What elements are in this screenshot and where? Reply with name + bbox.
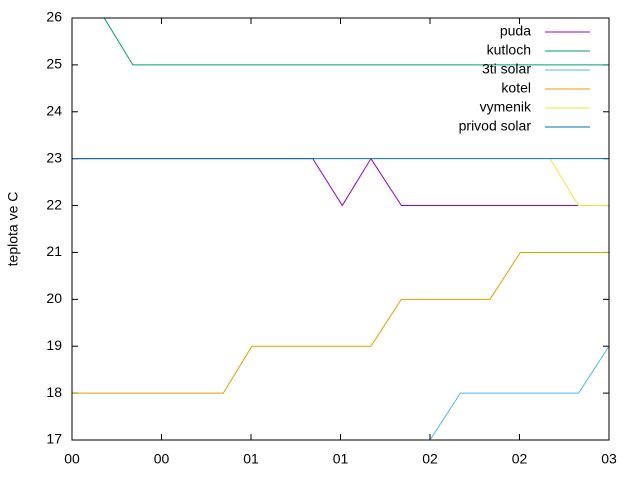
y-tick-label: 26: [46, 9, 62, 25]
series-line: [429, 345, 609, 440]
x-tick-label: 03: [601, 451, 617, 467]
y-tick-label: 25: [46, 56, 62, 72]
legend-label: kutloch: [487, 42, 531, 58]
plot-border: [71, 17, 610, 441]
legend-label: 3ti solar: [482, 61, 531, 77]
legend-label: privod solar: [459, 118, 532, 134]
legend-label: puda: [500, 23, 531, 39]
x-tick-label: 01: [333, 451, 349, 467]
y-axis-label: teplota ve C: [5, 192, 21, 267]
plot-area: [72, 18, 609, 440]
y-tick-label: 23: [46, 149, 62, 165]
x-tick-label: 01: [243, 451, 259, 467]
y-tick-label: 24: [46, 102, 62, 118]
legend-label: vymenik: [480, 99, 532, 115]
series-line: [103, 18, 609, 66]
y-tick-label: 19: [46, 337, 62, 353]
y-tick-label: 20: [46, 290, 62, 306]
x-tick-label: 02: [512, 451, 528, 467]
y-tick-label: 21: [46, 243, 62, 259]
y-tick-label: 18: [46, 384, 62, 400]
x-tick-label: 02: [422, 451, 438, 467]
series-line: [72, 157, 579, 207]
legend-label: kotel: [501, 80, 531, 96]
series-line: [549, 158, 609, 207]
y-tick-label: 17: [46, 431, 62, 447]
series-line: [72, 251, 609, 394]
axes: 17 18 19 20 21 22 23 24 25 26 00 00 01 01 02 02 03: [46, 9, 617, 467]
x-tick-label: 00: [154, 451, 170, 467]
x-tick-label: 00: [64, 451, 80, 467]
y-tick-label: 22: [46, 196, 62, 212]
